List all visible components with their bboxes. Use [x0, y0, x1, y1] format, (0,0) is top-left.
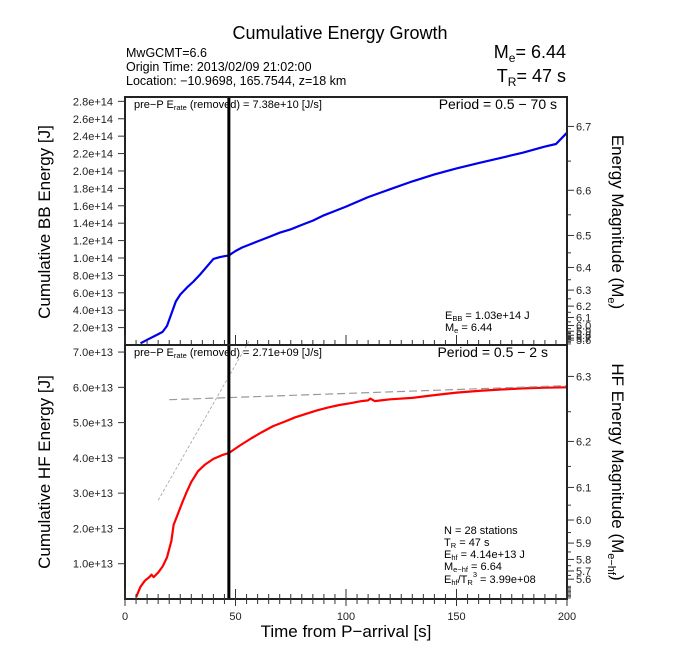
bb-right-axis-title: Energy Magnitude (Me) [605, 135, 627, 309]
hf-ytick-label: 2.0e+13 [73, 523, 113, 535]
bb-energy-value: EBB = 1.03e+14 J [445, 310, 530, 323]
bb-mag-tick-label: 6.6 [576, 185, 591, 197]
hf-series-hf-energy [135, 386, 568, 598]
bb-mag-tick-label: 5.7 [576, 333, 591, 345]
bb-ytick-label: 2.6e+14 [73, 114, 113, 126]
bb-ytick-label: 2.4e+14 [73, 131, 113, 143]
hf-series-growth-slope-fit-dotted- [157, 341, 250, 501]
hf-ytick-label: 5.0e+13 [73, 418, 113, 430]
hf-n-stations: N = 28 stations [444, 525, 518, 537]
bb-mag-tick-label: 5.6 [576, 335, 591, 347]
bb-mag-tick-label: 6.7 [576, 121, 591, 133]
bb-ytick-label: 1.4e+14 [73, 218, 113, 230]
bb-ytick-label: 2.0e+14 [73, 166, 113, 178]
x-tick-label: 0 [122, 611, 128, 623]
hf-mag-tick-label: 6.2 [576, 436, 591, 448]
bb-series-bb-energy [139, 131, 568, 345]
bb-ytick-label: 1.6e+14 [73, 201, 113, 213]
bb-mag-tick-label: 6.2 [576, 301, 591, 313]
hf-mag-tick-label: 5.6 [576, 574, 591, 586]
hf-prep-rate: pre−P Erate (removed) = 2.71e+09 [J/s] [134, 347, 322, 360]
bb-ytick-label: 2.2e+14 [73, 149, 113, 161]
hf-ytick-label: 7.0e+13 [73, 347, 113, 359]
bb-ytick-label: 1.0e+14 [73, 253, 113, 265]
x-tick-label: 200 [558, 611, 576, 623]
header-me: Me= 6.44 [494, 42, 566, 65]
bb-ytick-label: 6.0e+13 [73, 288, 113, 300]
bb-mag-tick-label: 6.4 [576, 262, 591, 274]
hf-period: Period = 0.5 − 2 s [437, 344, 548, 360]
hf-mag-tick-label: 5.7 [576, 566, 591, 578]
bb-ytick-label: 4.0e+13 [73, 305, 113, 317]
hf-mag-tick-label: 6.1 [576, 482, 591, 494]
x-tick-label: 100 [337, 611, 355, 623]
bb-mag-tick-label: 5.9 [576, 326, 591, 338]
event-line-location: Location: −10.9698, 165.7544, z=18 km [126, 74, 346, 88]
hf-ytick-label: 4.0e+13 [73, 453, 113, 465]
bb-mag-tick-label: 6.0 [576, 321, 591, 333]
x-tick-label: 50 [229, 611, 241, 623]
bb-mag-tick-label: 6.3 [576, 285, 591, 297]
bb-period: Period = 0.5 − 70 s [439, 96, 557, 112]
hf-mag-tick-label: 6.0 [576, 515, 591, 527]
header-tr: TR= 47 s [497, 66, 566, 89]
hf-series-plateau-fit-dashed- [169, 385, 568, 401]
hf-ratio-value: Ehf/TR3 = 3.99e+08 [444, 570, 536, 587]
hf-y-axis-title: Cumulative HF Energy [J] [35, 375, 54, 569]
hf-tr: TR = 47 s [444, 537, 490, 550]
x-tick-label: 150 [447, 611, 465, 623]
hf-energy-panel: 1.0e+13 2.0e+13 3.0e+13 4.0e+13 5.0e+13 6.0e+… [73, 341, 591, 623]
bb-energy-panel: 2.0e+13 4.0e+13 6.0e+13 8.0e+13 1.0e+14 1.2e+… [73, 96, 591, 347]
hf-energy-value: Ehf = 4.14e+13 J [444, 549, 525, 562]
chart-title: Cumulative Energy Growth [232, 23, 447, 43]
bb-plot-frame [124, 96, 568, 346]
bb-mag-tick-label: 6.5 [576, 230, 591, 242]
bb-mag-tick-label: 6.1 [576, 312, 591, 324]
hf-mag-tick-label: 5.8 [576, 554, 591, 566]
hf-right-axis-title: HF Energy Magnitude (Me−hf) [605, 363, 627, 580]
x-axis-title: Time from P−arrival [s] [261, 622, 432, 641]
bb-ytick-label: 8.0e+13 [73, 270, 113, 282]
bb-ytick-label: 2.8e+14 [73, 96, 113, 108]
hf-ytick-label: 1.0e+13 [73, 559, 113, 571]
hf-me-value: Me−hf = 6.64 [444, 561, 502, 574]
bb-ytick-label: 2.0e+13 [73, 323, 113, 335]
hf-mag-tick-label: 5.9 [576, 538, 591, 550]
event-line-origin: Origin Time: 2013/02/09 21:02:00 [126, 60, 312, 74]
bb-prep-rate: pre−P Erate (removed) = 7.38e+10 [J/s] [134, 99, 322, 112]
event-line-mw: MwGCMT=6.6 [126, 46, 207, 60]
bb-ytick-label: 1.2e+14 [73, 236, 113, 248]
hf-ytick-label: 3.0e+13 [73, 488, 113, 500]
bb-ytick-label: 1.8e+14 [73, 183, 113, 195]
hf-ytick-label: 6.0e+13 [73, 382, 113, 394]
hf-mag-tick-label: 6.3 [576, 371, 591, 383]
bb-me-value: Me = 6.44 [445, 322, 492, 335]
bb-y-axis-title: Cumulative BB Energy [J] [35, 125, 54, 319]
bb-mag-tick-label: 5.8 [576, 330, 591, 342]
